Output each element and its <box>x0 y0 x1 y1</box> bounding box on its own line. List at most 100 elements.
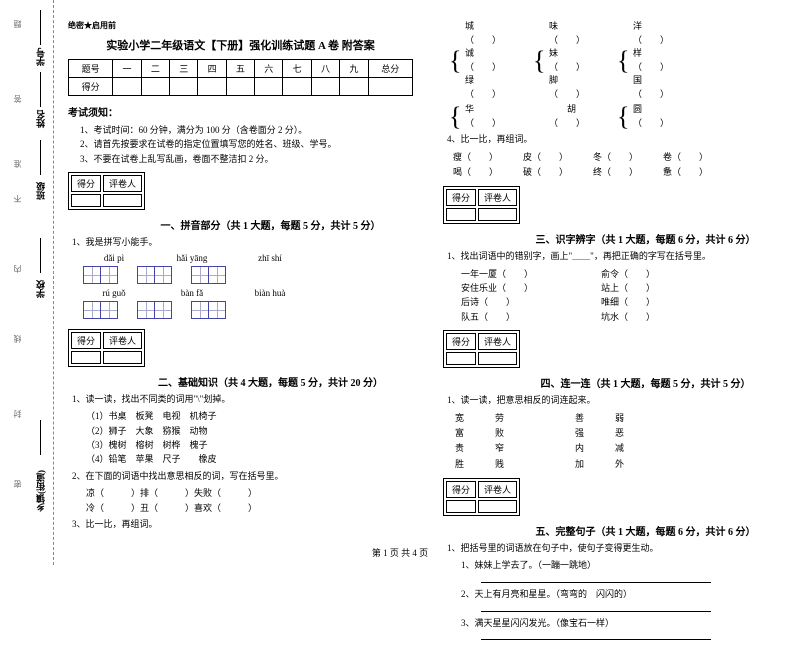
cell: 窄 <box>495 441 575 456</box>
score-table: 题号 一 二 三 四 五 六 七 八 九 总分 得分 <box>68 59 413 96</box>
list-item: 1、妹妹上学去了。（一蹦一跳地） <box>461 558 788 572</box>
cell: 外 <box>615 457 695 472</box>
cell: 坑水（ ） <box>601 310 741 324</box>
list-item: （3）槐树 榕树 树桦 槐子 <box>86 438 413 452</box>
cell: 卷（ ） <box>663 150 733 165</box>
tianzige-cell <box>208 266 226 284</box>
th: 二 <box>141 60 169 78</box>
tianzige-cell <box>100 266 118 284</box>
cut-mark: 密 <box>12 480 23 488</box>
question-stem: 2、在下面的词语中找出意思相反的词，写在括号里。 <box>72 470 413 484</box>
grader-score: 得分 <box>71 175 101 192</box>
brace-icon: { <box>533 49 549 72</box>
question-stem: 4、比一比，再组词。 <box>447 133 788 147</box>
cut-mark: 内 <box>12 265 23 273</box>
tianzige-cell <box>154 266 172 284</box>
cell: 胜 <box>455 457 495 472</box>
binding-strip: 学号 姓名 班级 学校 乡镇(街道) 题 答 准 不 内 线 封 密 <box>4 0 54 565</box>
tianzige-cell <box>137 301 155 319</box>
grader-score: 得分 <box>446 333 476 350</box>
table-row: 题号 一 二 三 四 五 六 七 八 九 总分 <box>69 60 413 78</box>
pair-grid: 宽劳善弱 富败强恶 贵窄内减 胜贱加外 <box>455 411 788 472</box>
secret-label: 绝密★启用前 <box>68 20 413 31</box>
section-title-2: 二、基础知识（共 4 大题，每题 5 分，共计 20 分） <box>128 374 413 389</box>
list-item: 3、满天星星闪闪发光。（像宝石一样） <box>461 616 788 630</box>
tianzige-row <box>84 266 413 284</box>
section-title-5: 五、完整句子（共 1 大题，每题 6 分，共计 6 分） <box>503 523 788 538</box>
side-line <box>40 420 41 455</box>
cell: 减 <box>615 441 695 456</box>
cut-mark: 答 <box>12 95 23 103</box>
grader-name: 评卷人 <box>478 333 517 350</box>
notice-item: 1、考试时间：60 分钟，满分为 100 分（含卷面分 2 分）。 <box>80 123 413 137</box>
tianzige-cell <box>83 301 101 319</box>
cut-mark: 准 <box>12 160 23 168</box>
table-row: 得分 <box>69 78 413 96</box>
grader-name: 评卷人 <box>103 332 142 349</box>
notice-item: 2、请首先按要求在试卷的指定位置填写您的姓名、班级、学号。 <box>80 137 413 151</box>
cell: 惫（ ） <box>663 165 733 180</box>
cell: 终（ ） <box>593 165 663 180</box>
sentence-list: 1、妹妹上学去了。（一蹦一跳地） 2、天上有月亮和星星。（弯弯的 闪闪的） 3、… <box>461 558 788 644</box>
side-line <box>40 238 41 273</box>
list-item: （2）狮子 大象 猕猴 动物 <box>86 424 413 438</box>
cell: 弱 <box>615 411 695 426</box>
option-list: 凉（ ）排（ ）失败（ ） 冷（ ）丑（ ）喜欢（ ） <box>86 486 413 515</box>
side-line <box>40 10 41 45</box>
section-title-3: 三、识字辨字（共 1 大题，每题 6 分，共计 6 分） <box>503 231 788 246</box>
char: 圆（ ） <box>633 103 661 130</box>
cell: 恶 <box>615 426 695 441</box>
list-item: 凉（ ）排（ ）失败（ ） <box>86 486 413 500</box>
tianzige-cell <box>191 301 209 319</box>
doc-title: 实验小学二年级语文【下册】强化训练试题 A 卷 附答案 <box>68 37 413 53</box>
char: 国（ ） <box>633 74 661 101</box>
notice-title: 考试须知： <box>68 104 413 119</box>
grader-box: 得分评卷人 <box>68 329 145 367</box>
pinyin: zhī shí <box>240 253 300 263</box>
tianzige-cell <box>191 266 209 284</box>
th: 六 <box>255 60 283 78</box>
cell: 安住乐业（ ） <box>461 281 601 295</box>
grader-box: 得分评卷人 <box>68 172 145 210</box>
th: 题号 <box>69 60 113 78</box>
side-label-school: 学校 <box>34 280 47 298</box>
grader-score: 得分 <box>71 332 101 349</box>
th: 九 <box>340 60 368 78</box>
brace-icon: { <box>449 49 465 72</box>
grader-box: 得分评卷人 <box>443 330 520 368</box>
side-line <box>40 140 41 175</box>
grader-score: 得分 <box>446 189 476 206</box>
list-item: （4）铅笔 苹果 尺子 橡皮 <box>86 452 413 466</box>
cell: 劳 <box>495 411 575 426</box>
th: 四 <box>198 60 226 78</box>
cut-mark: 线 <box>12 335 23 343</box>
grader-score: 得分 <box>446 481 476 498</box>
tianzige-row <box>84 301 413 319</box>
pinyin: rú guǒ <box>84 288 144 298</box>
side-label-name: 姓名 <box>34 110 47 128</box>
side-label-town: 乡镇(街道) <box>34 470 47 512</box>
side-label-class: 班级 <box>34 182 47 200</box>
cell: 破（ ） <box>523 165 593 180</box>
grader-box: 得分评卷人 <box>443 186 520 224</box>
cut-mark: 封 <box>12 410 23 418</box>
char: 胡（ ） <box>549 103 577 130</box>
cell: 宽 <box>455 411 495 426</box>
cell: 加 <box>575 457 615 472</box>
pinyin: biàn huà <box>240 288 300 298</box>
cell: 皮（ ） <box>523 150 593 165</box>
char: 华（ ） <box>465 103 493 130</box>
th: 八 <box>311 60 339 78</box>
cell: 站上（ ） <box>601 281 741 295</box>
cell: 内 <box>575 441 615 456</box>
char: 妹（ ） <box>549 47 577 74</box>
question-stem: 1、读一读，找出不同类的词用"\"划掉。 <box>72 393 413 407</box>
tianzige-cell <box>137 266 155 284</box>
tianzige-cell <box>208 301 226 319</box>
cell: 冬（ ） <box>593 150 663 165</box>
question-stem: 1、找出词语中的错别字，画上"＿＿"，再把正确的字写在括号里。 <box>447 250 788 264</box>
answer-blank <box>481 630 711 640</box>
cell: 俞令（ ） <box>601 267 741 281</box>
char: 脚（ ） <box>549 74 577 101</box>
section-title-4: 四、连一连（共 1 大题，每题 5 分，共计 5 分） <box>503 375 788 390</box>
